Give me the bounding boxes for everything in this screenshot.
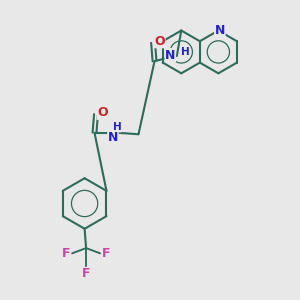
Text: F: F (62, 247, 71, 260)
Text: F: F (101, 247, 110, 260)
Text: N: N (108, 131, 118, 144)
Text: N: N (215, 24, 225, 37)
Text: O: O (154, 35, 165, 48)
Text: F: F (82, 267, 90, 280)
Text: N: N (165, 49, 175, 62)
Text: H: H (113, 122, 122, 132)
Text: O: O (97, 106, 108, 119)
Text: H: H (181, 47, 190, 57)
